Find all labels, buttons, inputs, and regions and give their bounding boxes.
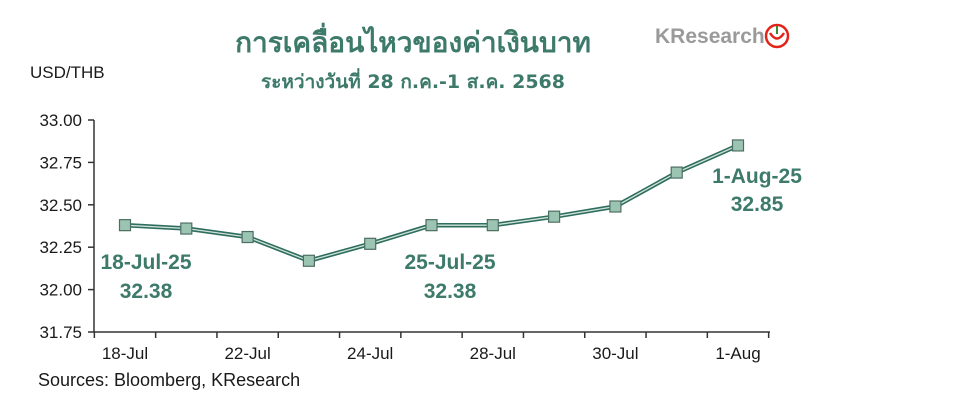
x-tick-group: 18-Jul 22-Jul 24-Jul 28-Jul 30-Jul 1-Aug: [93, 332, 770, 363]
y-tick-label: 32.75: [39, 153, 82, 172]
data-point-marker: [547, 210, 561, 223]
kasikorn-emblem-icon: [764, 23, 790, 49]
chart-title: การเคลื่อนไหวของค่าเงินบาท: [235, 22, 591, 59]
x-tick-label: 1-Aug: [715, 344, 760, 363]
x-tick-label: 30-Jul: [592, 344, 638, 363]
y-tick-group: 33.00 32.75 32.50 32.25 32.00 31.75: [39, 111, 94, 342]
data-point-marker: [731, 139, 745, 152]
kresearch-logo: KResearch: [655, 23, 790, 49]
y-tick-label: 32.50: [39, 196, 82, 215]
y-tick-label: 32.00: [39, 281, 82, 300]
data-point-marker: [302, 254, 315, 267]
annotation-date: 18-Jul-25: [100, 251, 191, 274]
x-tick-label: 24-Jul: [347, 344, 393, 363]
y-tick-label: 33.00: [39, 111, 82, 130]
y-axis-label: USD/THB: [30, 63, 105, 82]
x-tick-label: 22-Jul: [224, 344, 270, 363]
data-point-marker: [486, 219, 499, 232]
y-tick-label: 31.75: [39, 323, 82, 342]
data-point-marker: [118, 219, 132, 232]
data-point-marker: [425, 219, 438, 232]
x-tick-label: 18-Jul: [102, 344, 148, 363]
logo-text: KResearch: [655, 25, 765, 48]
annotation-group: 18-Jul-25 32.38 25-Jul-25 32.38 1-Aug-25 32.8…: [100, 165, 802, 303]
series-line-inner: [124, 144, 739, 262]
annotation-value: 32.85: [731, 193, 784, 216]
annotation-date: 1-Aug-25: [712, 165, 802, 188]
y-tick-label: 32.25: [39, 238, 82, 257]
annotation-value: 32.38: [120, 280, 173, 303]
data-point-marker: [180, 222, 193, 235]
source-note: Sources: Bloomberg, KResearch: [38, 370, 300, 390]
series-line-outline: [124, 143, 739, 264]
x-tick-label: 28-Jul: [470, 344, 516, 363]
data-point-marker: [670, 166, 683, 179]
annotation-value: 32.38: [424, 280, 477, 303]
annotation-date: 25-Jul-25: [404, 251, 495, 274]
data-point-marker: [364, 237, 377, 250]
series-group: [118, 139, 745, 267]
data-point-marker: [609, 200, 622, 213]
chart-subtitle: ระหว่างวันที่ 28 ก.ค.-1 ส.ค. 2568: [261, 68, 565, 93]
data-point-marker: [241, 230, 254, 244]
